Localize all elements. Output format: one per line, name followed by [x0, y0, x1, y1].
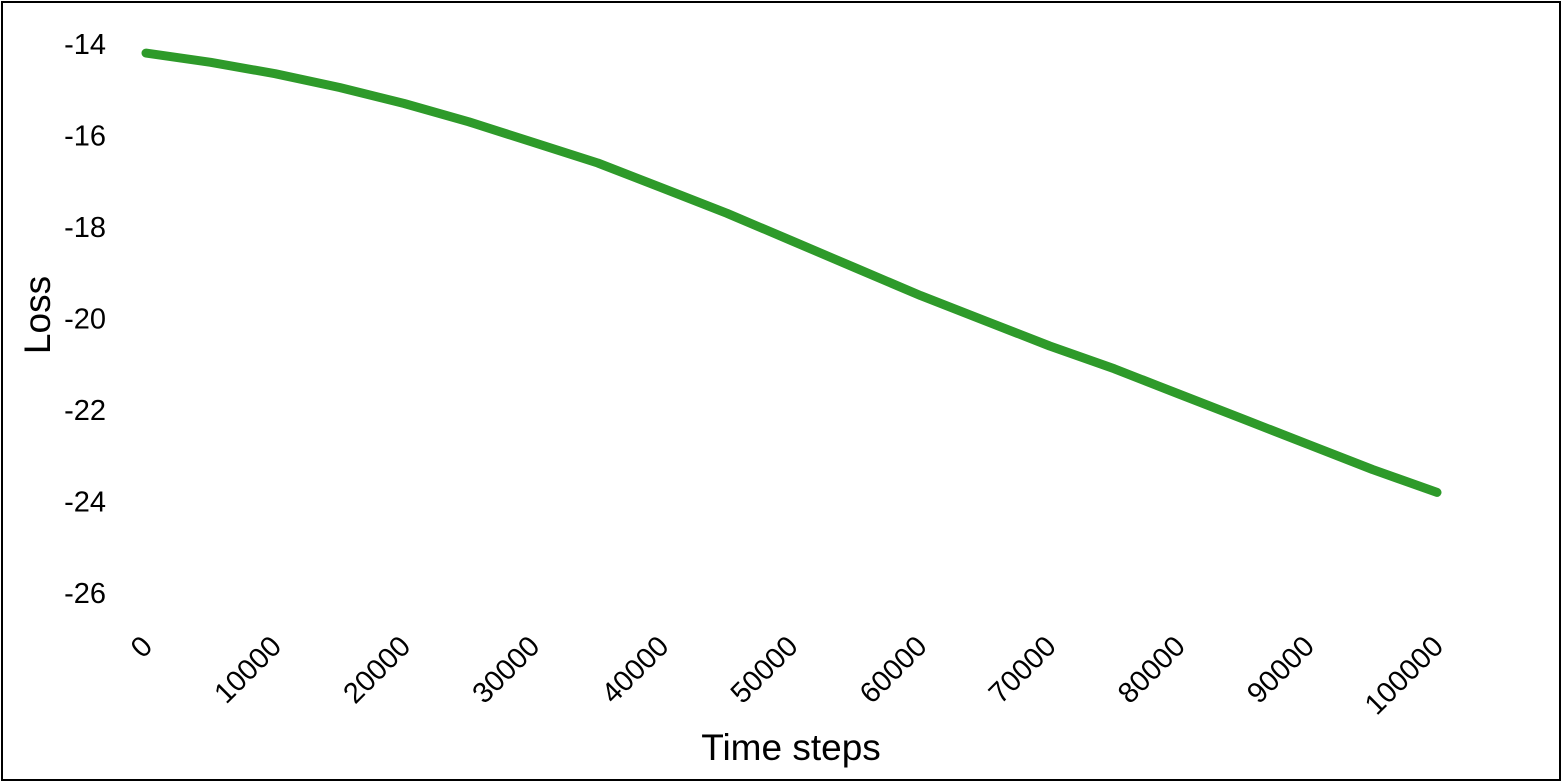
x-tick-label: 100000: [1359, 630, 1450, 721]
x-tick-label: 80000: [1112, 630, 1192, 710]
x-tick-label: 90000: [1241, 630, 1321, 710]
y-axis-title: Loss: [17, 276, 58, 354]
y-tick-label: -14: [64, 29, 106, 61]
x-tick-label: 60000: [854, 630, 934, 710]
x-tick-label: 70000: [983, 630, 1063, 710]
x-tick-label: 30000: [467, 630, 547, 710]
y-tick-label: -18: [64, 212, 106, 244]
y-tick-label: -20: [64, 304, 106, 336]
y-tick-label: -26: [64, 578, 106, 610]
loss-series-line: [141, 48, 1442, 497]
x-tick-labels: 0 10000 20000 30000 40000 50000 60000 70000 8000…: [125, 630, 1450, 721]
x-tick-label: 50000: [725, 630, 805, 710]
y-tick-label: -22: [64, 395, 106, 427]
x-tick-label: 10000: [208, 630, 288, 710]
y-tick-label: -24: [64, 487, 106, 519]
y-tick-label: -16: [64, 121, 106, 153]
x-tick-label: 0: [125, 630, 159, 664]
x-tick-label: 40000: [596, 630, 676, 710]
x-tick-label: 20000: [337, 630, 417, 710]
x-axis-title: Time steps: [701, 727, 881, 768]
y-tick-labels: -14 -16 -18 -20 -22 -24 -26: [64, 29, 106, 610]
